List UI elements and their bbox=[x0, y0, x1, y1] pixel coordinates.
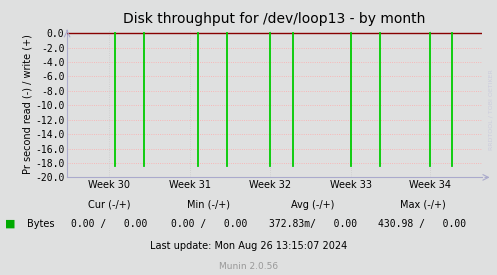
Text: Max (-/+): Max (-/+) bbox=[400, 200, 445, 210]
Title: Disk throughput for /dev/loop13 - by month: Disk throughput for /dev/loop13 - by mon… bbox=[123, 12, 426, 26]
Y-axis label: Pr second read (-) / write (+): Pr second read (-) / write (+) bbox=[22, 34, 32, 174]
Text: 0.00 /   0.00: 0.00 / 0.00 bbox=[71, 219, 148, 229]
Text: 430.98 /   0.00: 430.98 / 0.00 bbox=[378, 219, 467, 229]
Text: Munin 2.0.56: Munin 2.0.56 bbox=[219, 262, 278, 271]
Text: Cur (-/+): Cur (-/+) bbox=[88, 200, 131, 210]
Text: Bytes: Bytes bbox=[27, 219, 55, 229]
Text: ■: ■ bbox=[5, 219, 15, 229]
Text: Min (-/+): Min (-/+) bbox=[187, 200, 230, 210]
Text: Avg (-/+): Avg (-/+) bbox=[291, 200, 335, 210]
Text: RRDTOOL / TOBI OETIKER: RRDTOOL / TOBI OETIKER bbox=[489, 70, 494, 150]
Text: 372.83m/   0.00: 372.83m/ 0.00 bbox=[269, 219, 357, 229]
Text: Last update: Mon Aug 26 13:15:07 2024: Last update: Mon Aug 26 13:15:07 2024 bbox=[150, 241, 347, 251]
Text: 0.00 /   0.00: 0.00 / 0.00 bbox=[170, 219, 247, 229]
